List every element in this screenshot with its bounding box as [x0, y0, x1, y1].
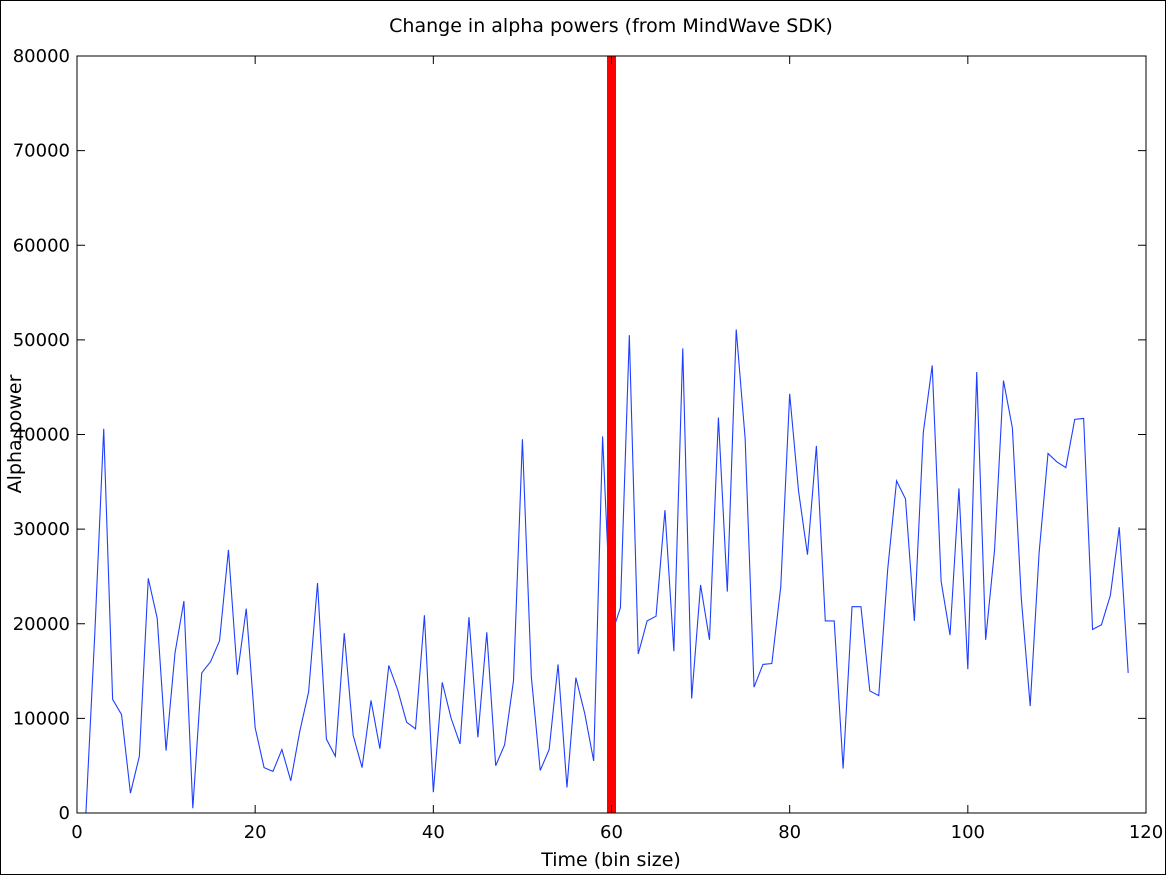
y-tick-label: 20000 [13, 614, 70, 635]
x-axis-label: Time (bin size) [540, 849, 681, 871]
plot-area: 0 20 40 60 80 100 120 0 10000 20000 30000 40000 5000… [13, 46, 1163, 843]
x-tick-label: 80 [778, 822, 801, 843]
x-tick-label: 100 [951, 822, 985, 843]
x-tick-label: 0 [71, 822, 82, 843]
x-tick-label: 60 [600, 822, 623, 843]
y-tick-label: 80000 [13, 46, 70, 67]
y-tick-label: 10000 [13, 708, 70, 729]
y-tick-label: 70000 [13, 141, 70, 162]
chart-title: Change in alpha powers (from MindWave SD… [389, 15, 833, 37]
y-tick-label: 30000 [13, 519, 70, 540]
x-tick-label: 40 [422, 822, 445, 843]
y-axis-label: Alpha power [4, 374, 26, 493]
y-tick-label: 50000 [13, 330, 70, 351]
y-tick-label: 40000 [13, 425, 70, 446]
y-tick-label: 60000 [13, 235, 70, 256]
x-tick-label: 20 [244, 822, 267, 843]
y-tick-label: 0 [59, 803, 70, 824]
x-tick-label: 120 [1129, 822, 1163, 843]
